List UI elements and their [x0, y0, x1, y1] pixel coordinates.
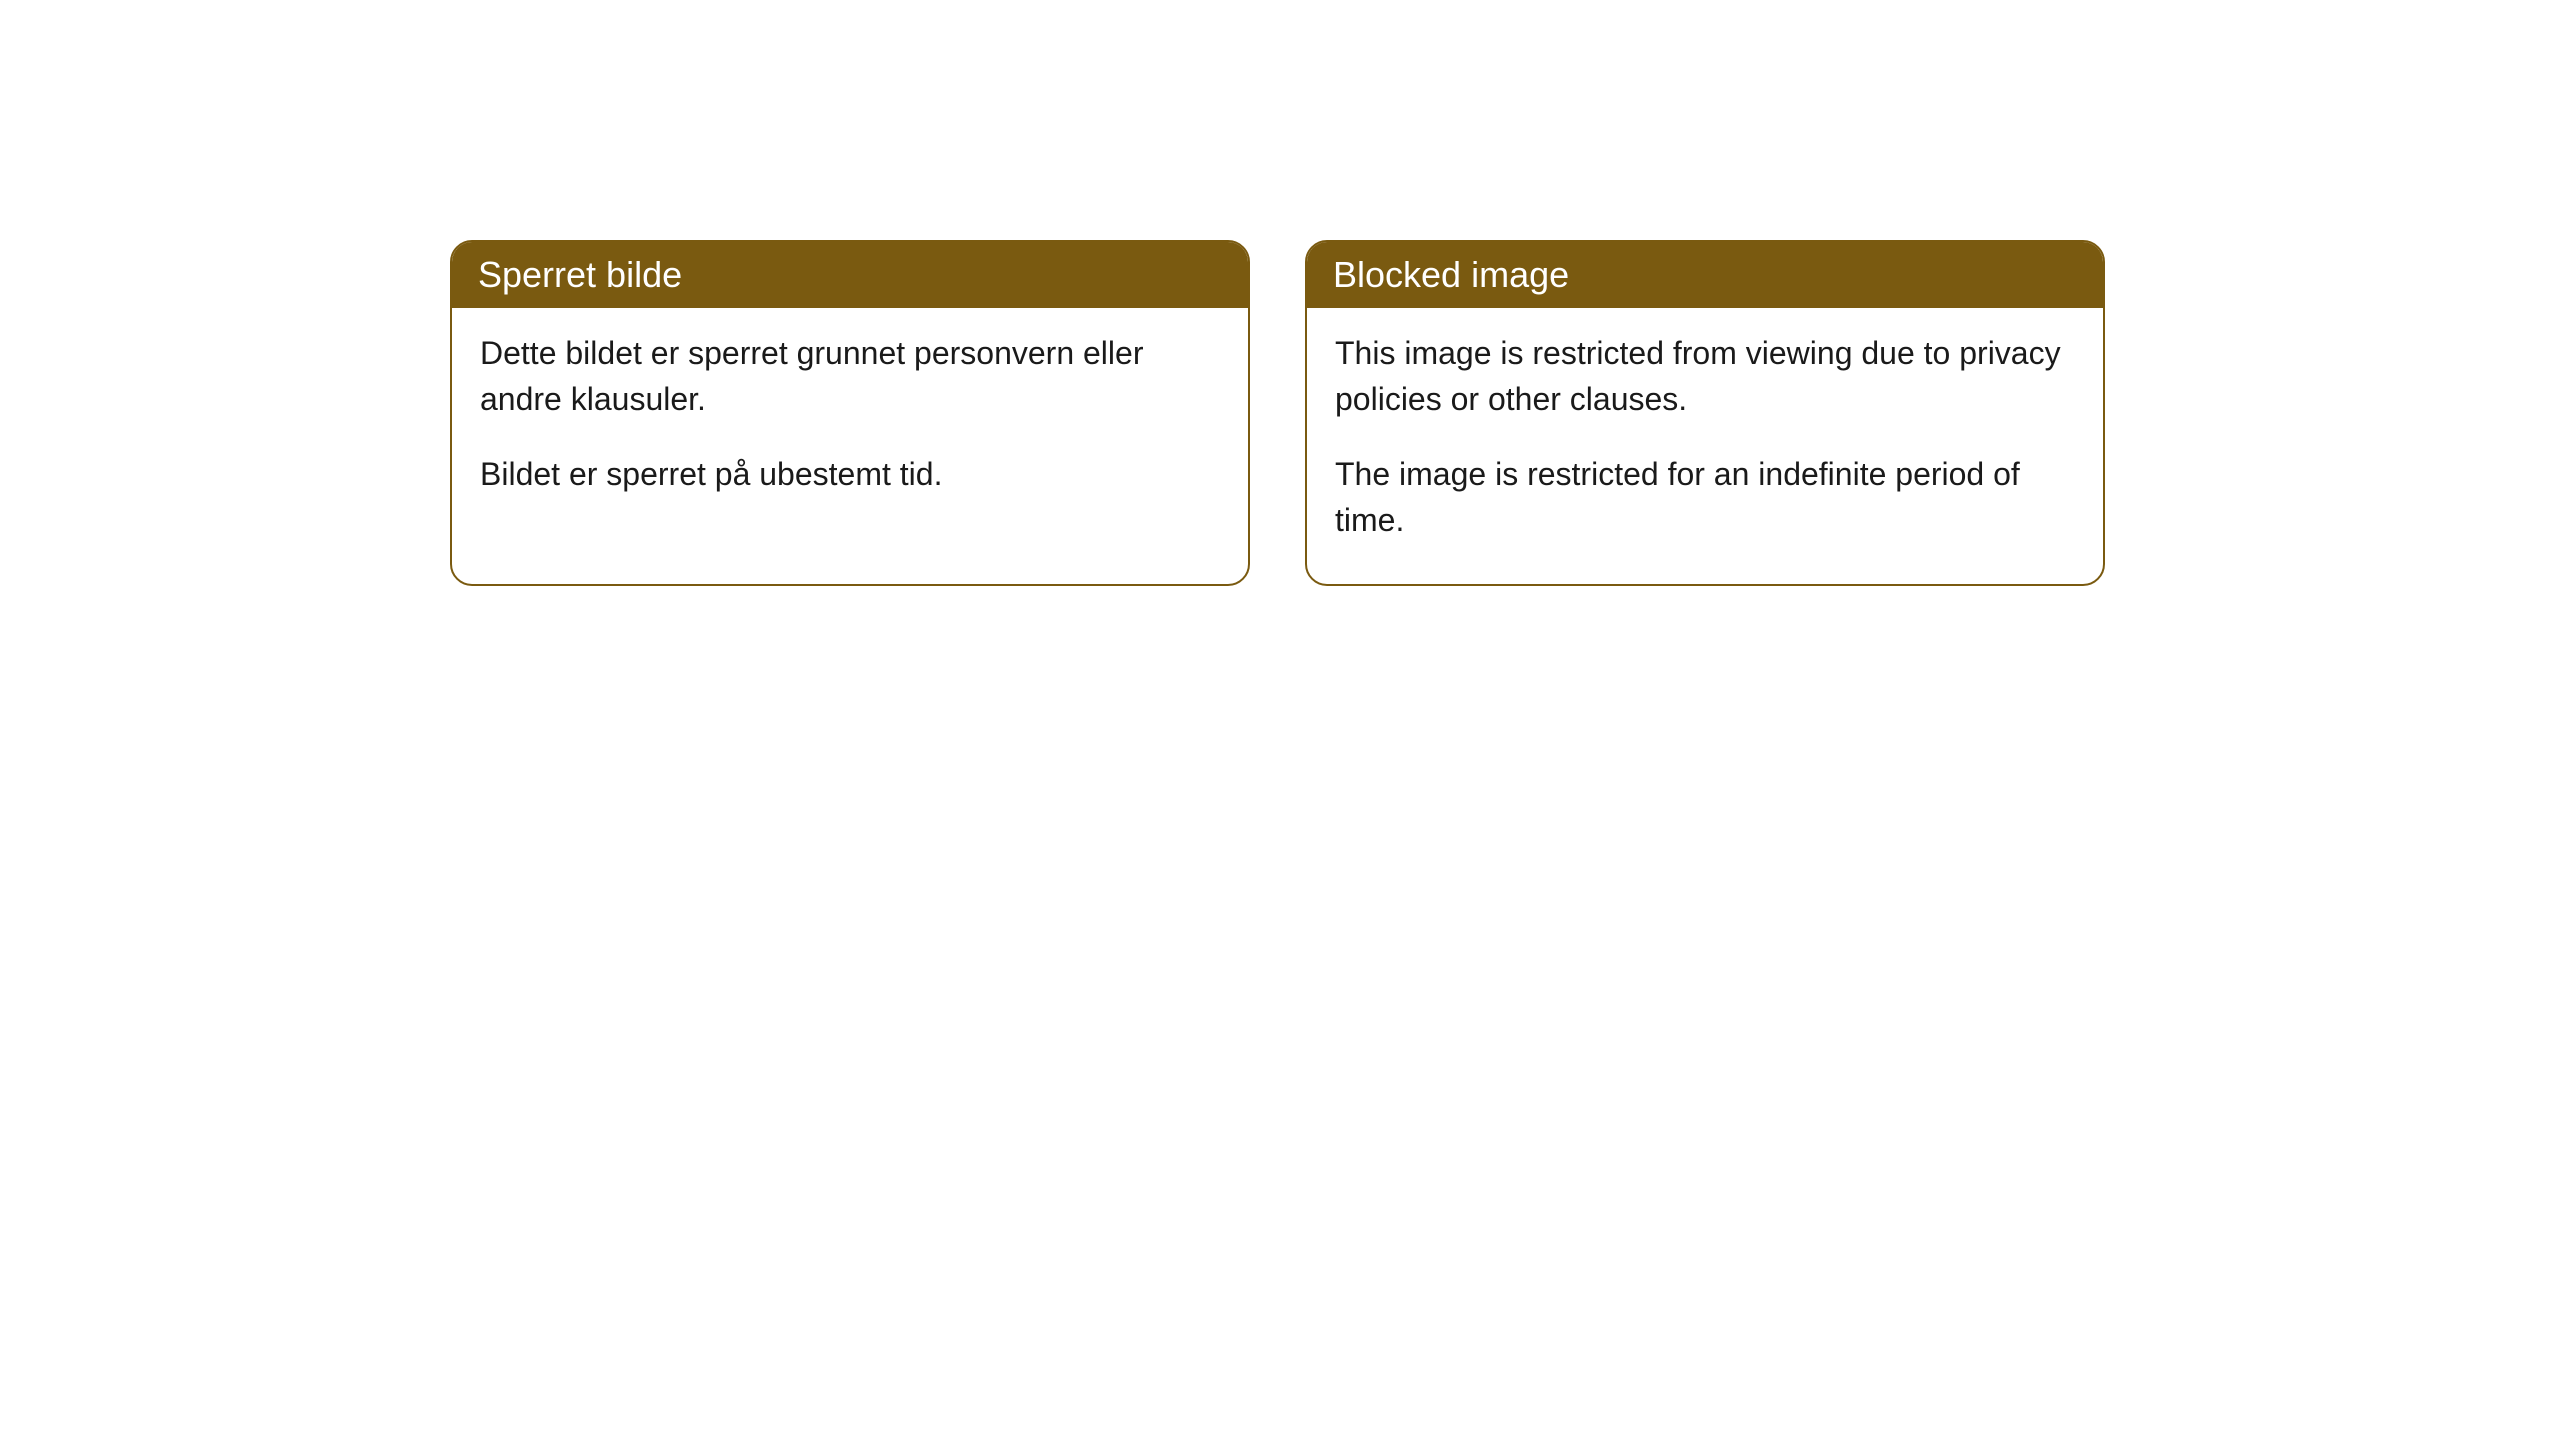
- card-header-english: Blocked image: [1307, 242, 2103, 308]
- card-paragraph-1-english: This image is restricted from viewing du…: [1335, 330, 2075, 423]
- card-body-norwegian: Dette bildet er sperret grunnet personve…: [452, 308, 1248, 537]
- card-header-norwegian: Sperret bilde: [452, 242, 1248, 308]
- card-body-english: This image is restricted from viewing du…: [1307, 308, 2103, 584]
- card-title-english: Blocked image: [1333, 254, 1569, 295]
- card-title-norwegian: Sperret bilde: [478, 254, 682, 295]
- message-cards-container: Sperret bilde Dette bildet er sperret gr…: [450, 240, 2560, 586]
- blocked-image-card-norwegian: Sperret bilde Dette bildet er sperret gr…: [450, 240, 1250, 586]
- blocked-image-card-english: Blocked image This image is restricted f…: [1305, 240, 2105, 586]
- card-paragraph-2-english: The image is restricted for an indefinit…: [1335, 451, 2075, 544]
- card-paragraph-2-norwegian: Bildet er sperret på ubestemt tid.: [480, 451, 1220, 497]
- card-paragraph-1-norwegian: Dette bildet er sperret grunnet personve…: [480, 330, 1220, 423]
